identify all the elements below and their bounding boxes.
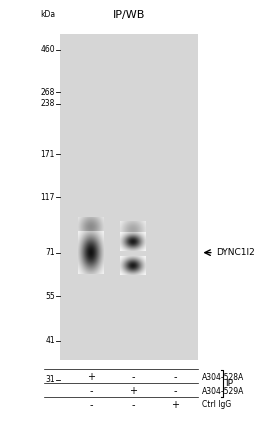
Text: 71: 71	[45, 248, 55, 257]
Text: -: -	[89, 386, 93, 396]
Text: 171: 171	[41, 150, 55, 159]
Text: 238: 238	[41, 99, 55, 108]
Text: 268: 268	[41, 88, 55, 97]
Text: A304-529A: A304-529A	[202, 386, 245, 396]
Text: kDa: kDa	[40, 9, 55, 19]
Text: 31: 31	[45, 375, 55, 385]
Text: -: -	[174, 372, 177, 382]
Text: -: -	[131, 400, 135, 410]
Text: -: -	[174, 386, 177, 396]
Text: 55: 55	[45, 291, 55, 301]
Text: DYNC1I2: DYNC1I2	[216, 248, 254, 257]
Text: IP/WB: IP/WB	[113, 10, 145, 20]
Text: +: +	[87, 372, 95, 382]
Text: IP: IP	[225, 379, 233, 388]
Text: -: -	[89, 400, 93, 410]
Text: Ctrl IgG: Ctrl IgG	[202, 400, 231, 409]
Text: +: +	[129, 386, 137, 396]
Text: 117: 117	[41, 193, 55, 202]
Text: +: +	[171, 400, 179, 410]
Text: 41: 41	[45, 336, 55, 345]
Text: -: -	[131, 372, 135, 382]
Text: A304-528A: A304-528A	[202, 372, 244, 382]
Text: 460: 460	[40, 45, 55, 55]
Bar	[60, 34, 198, 360]
